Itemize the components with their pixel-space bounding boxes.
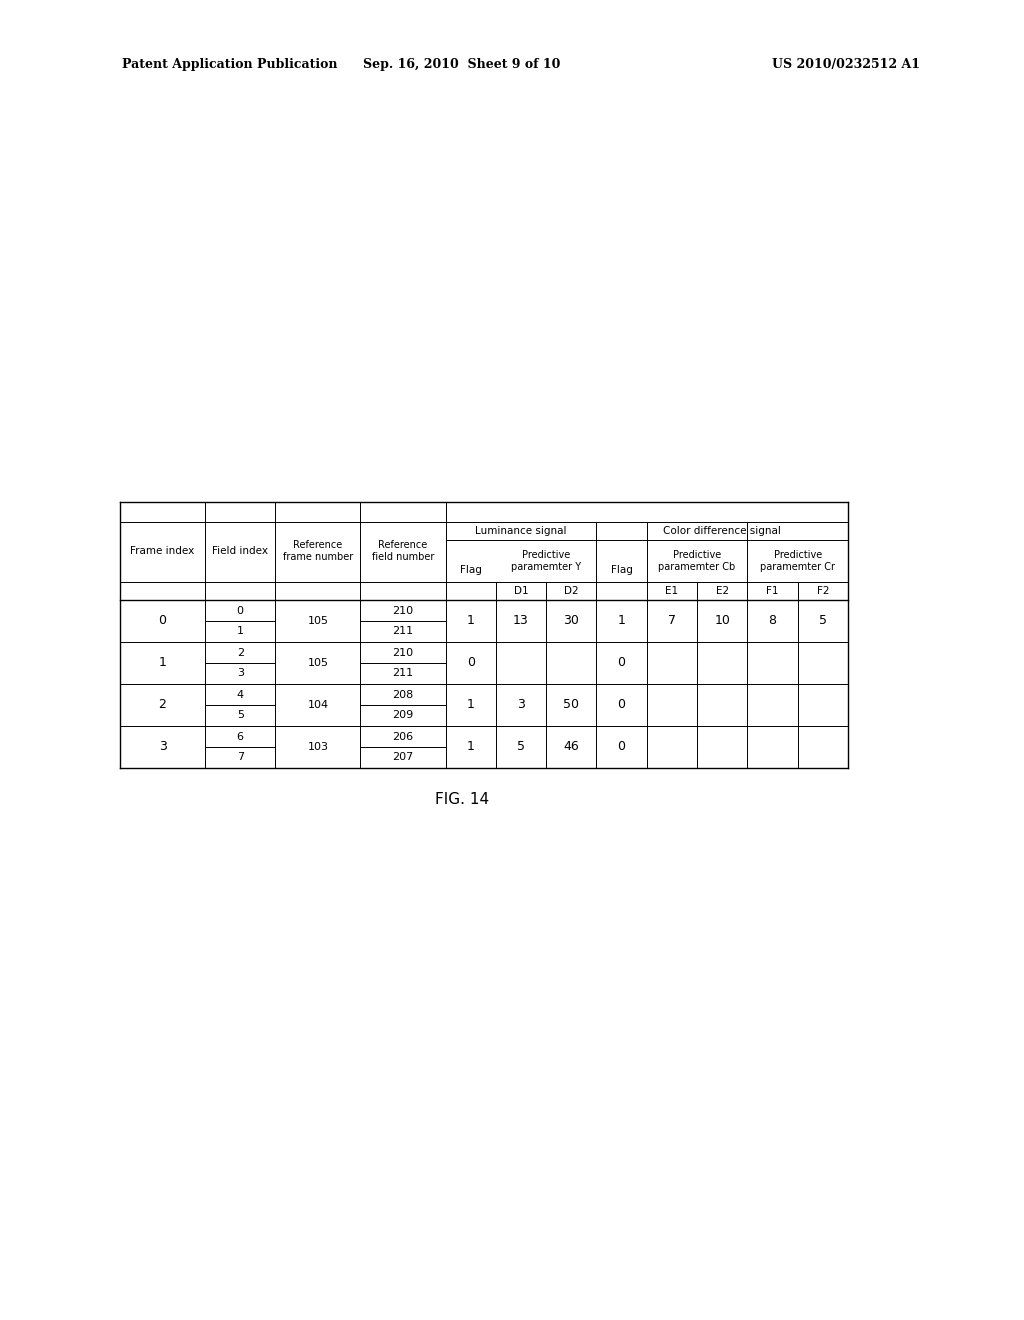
Text: 0: 0	[617, 741, 626, 754]
Text: 104: 104	[307, 700, 329, 710]
Text: 1: 1	[159, 656, 167, 669]
Text: 46: 46	[563, 741, 580, 754]
Text: Luminance signal: Luminance signal	[475, 525, 566, 536]
Text: Flag: Flag	[460, 565, 481, 576]
Text: Field index: Field index	[212, 546, 268, 556]
Text: 210: 210	[392, 648, 414, 657]
Text: Patent Application Publication: Patent Application Publication	[122, 58, 338, 71]
Text: US 2010/0232512 A1: US 2010/0232512 A1	[772, 58, 920, 71]
Text: 8: 8	[769, 615, 776, 627]
Text: 0: 0	[617, 698, 626, 711]
Text: 0: 0	[617, 656, 626, 669]
Text: 105: 105	[307, 657, 329, 668]
Text: 1: 1	[467, 698, 474, 711]
Text: 1: 1	[617, 615, 626, 627]
Text: 7: 7	[237, 752, 244, 763]
Text: 3: 3	[159, 741, 167, 754]
Text: 0: 0	[467, 656, 475, 669]
Text: 211: 211	[392, 627, 414, 636]
Text: 30: 30	[563, 615, 580, 627]
Text: 103: 103	[307, 742, 329, 752]
Text: Predictive
paramemter Y: Predictive paramemter Y	[511, 550, 582, 572]
Text: D2: D2	[564, 586, 579, 597]
Text: FIG. 14: FIG. 14	[435, 792, 489, 808]
Text: E1: E1	[666, 586, 679, 597]
Text: 50: 50	[563, 698, 580, 711]
Text: 208: 208	[392, 689, 414, 700]
Text: F2: F2	[816, 586, 829, 597]
Text: 211: 211	[392, 668, 414, 678]
Text: 5: 5	[819, 615, 826, 627]
Text: Reference
field number: Reference field number	[372, 540, 434, 562]
Text: Predictive
paramemter Cb: Predictive paramemter Cb	[658, 550, 735, 572]
Text: E2: E2	[716, 586, 729, 597]
Text: 10: 10	[715, 615, 730, 627]
Text: 5: 5	[517, 741, 525, 754]
Text: F1: F1	[766, 586, 779, 597]
Text: 2: 2	[237, 648, 244, 657]
Text: 3: 3	[517, 698, 525, 711]
Text: 1: 1	[467, 615, 474, 627]
Text: 210: 210	[392, 606, 414, 615]
Text: Frame index: Frame index	[130, 546, 195, 556]
Text: 1: 1	[237, 627, 244, 636]
Text: Color difference signal: Color difference signal	[664, 525, 781, 536]
Text: 0: 0	[159, 615, 167, 627]
Text: 3: 3	[237, 668, 244, 678]
Text: 209: 209	[392, 710, 414, 721]
Text: 0: 0	[237, 606, 244, 615]
Text: D1: D1	[514, 586, 528, 597]
Text: Reference
frame number: Reference frame number	[283, 540, 353, 562]
Text: 5: 5	[237, 710, 244, 721]
Text: 105: 105	[307, 616, 329, 626]
Text: Flag: Flag	[610, 565, 633, 576]
Text: 13: 13	[513, 615, 528, 627]
Text: 207: 207	[392, 752, 414, 763]
Text: 6: 6	[237, 731, 244, 742]
Text: 206: 206	[392, 731, 414, 742]
Text: 4: 4	[237, 689, 244, 700]
Text: 7: 7	[668, 615, 676, 627]
Text: 2: 2	[159, 698, 167, 711]
Text: 1: 1	[467, 741, 474, 754]
Text: Predictive
paramemter Cr: Predictive paramemter Cr	[760, 550, 836, 572]
Text: Sep. 16, 2010  Sheet 9 of 10: Sep. 16, 2010 Sheet 9 of 10	[364, 58, 561, 71]
